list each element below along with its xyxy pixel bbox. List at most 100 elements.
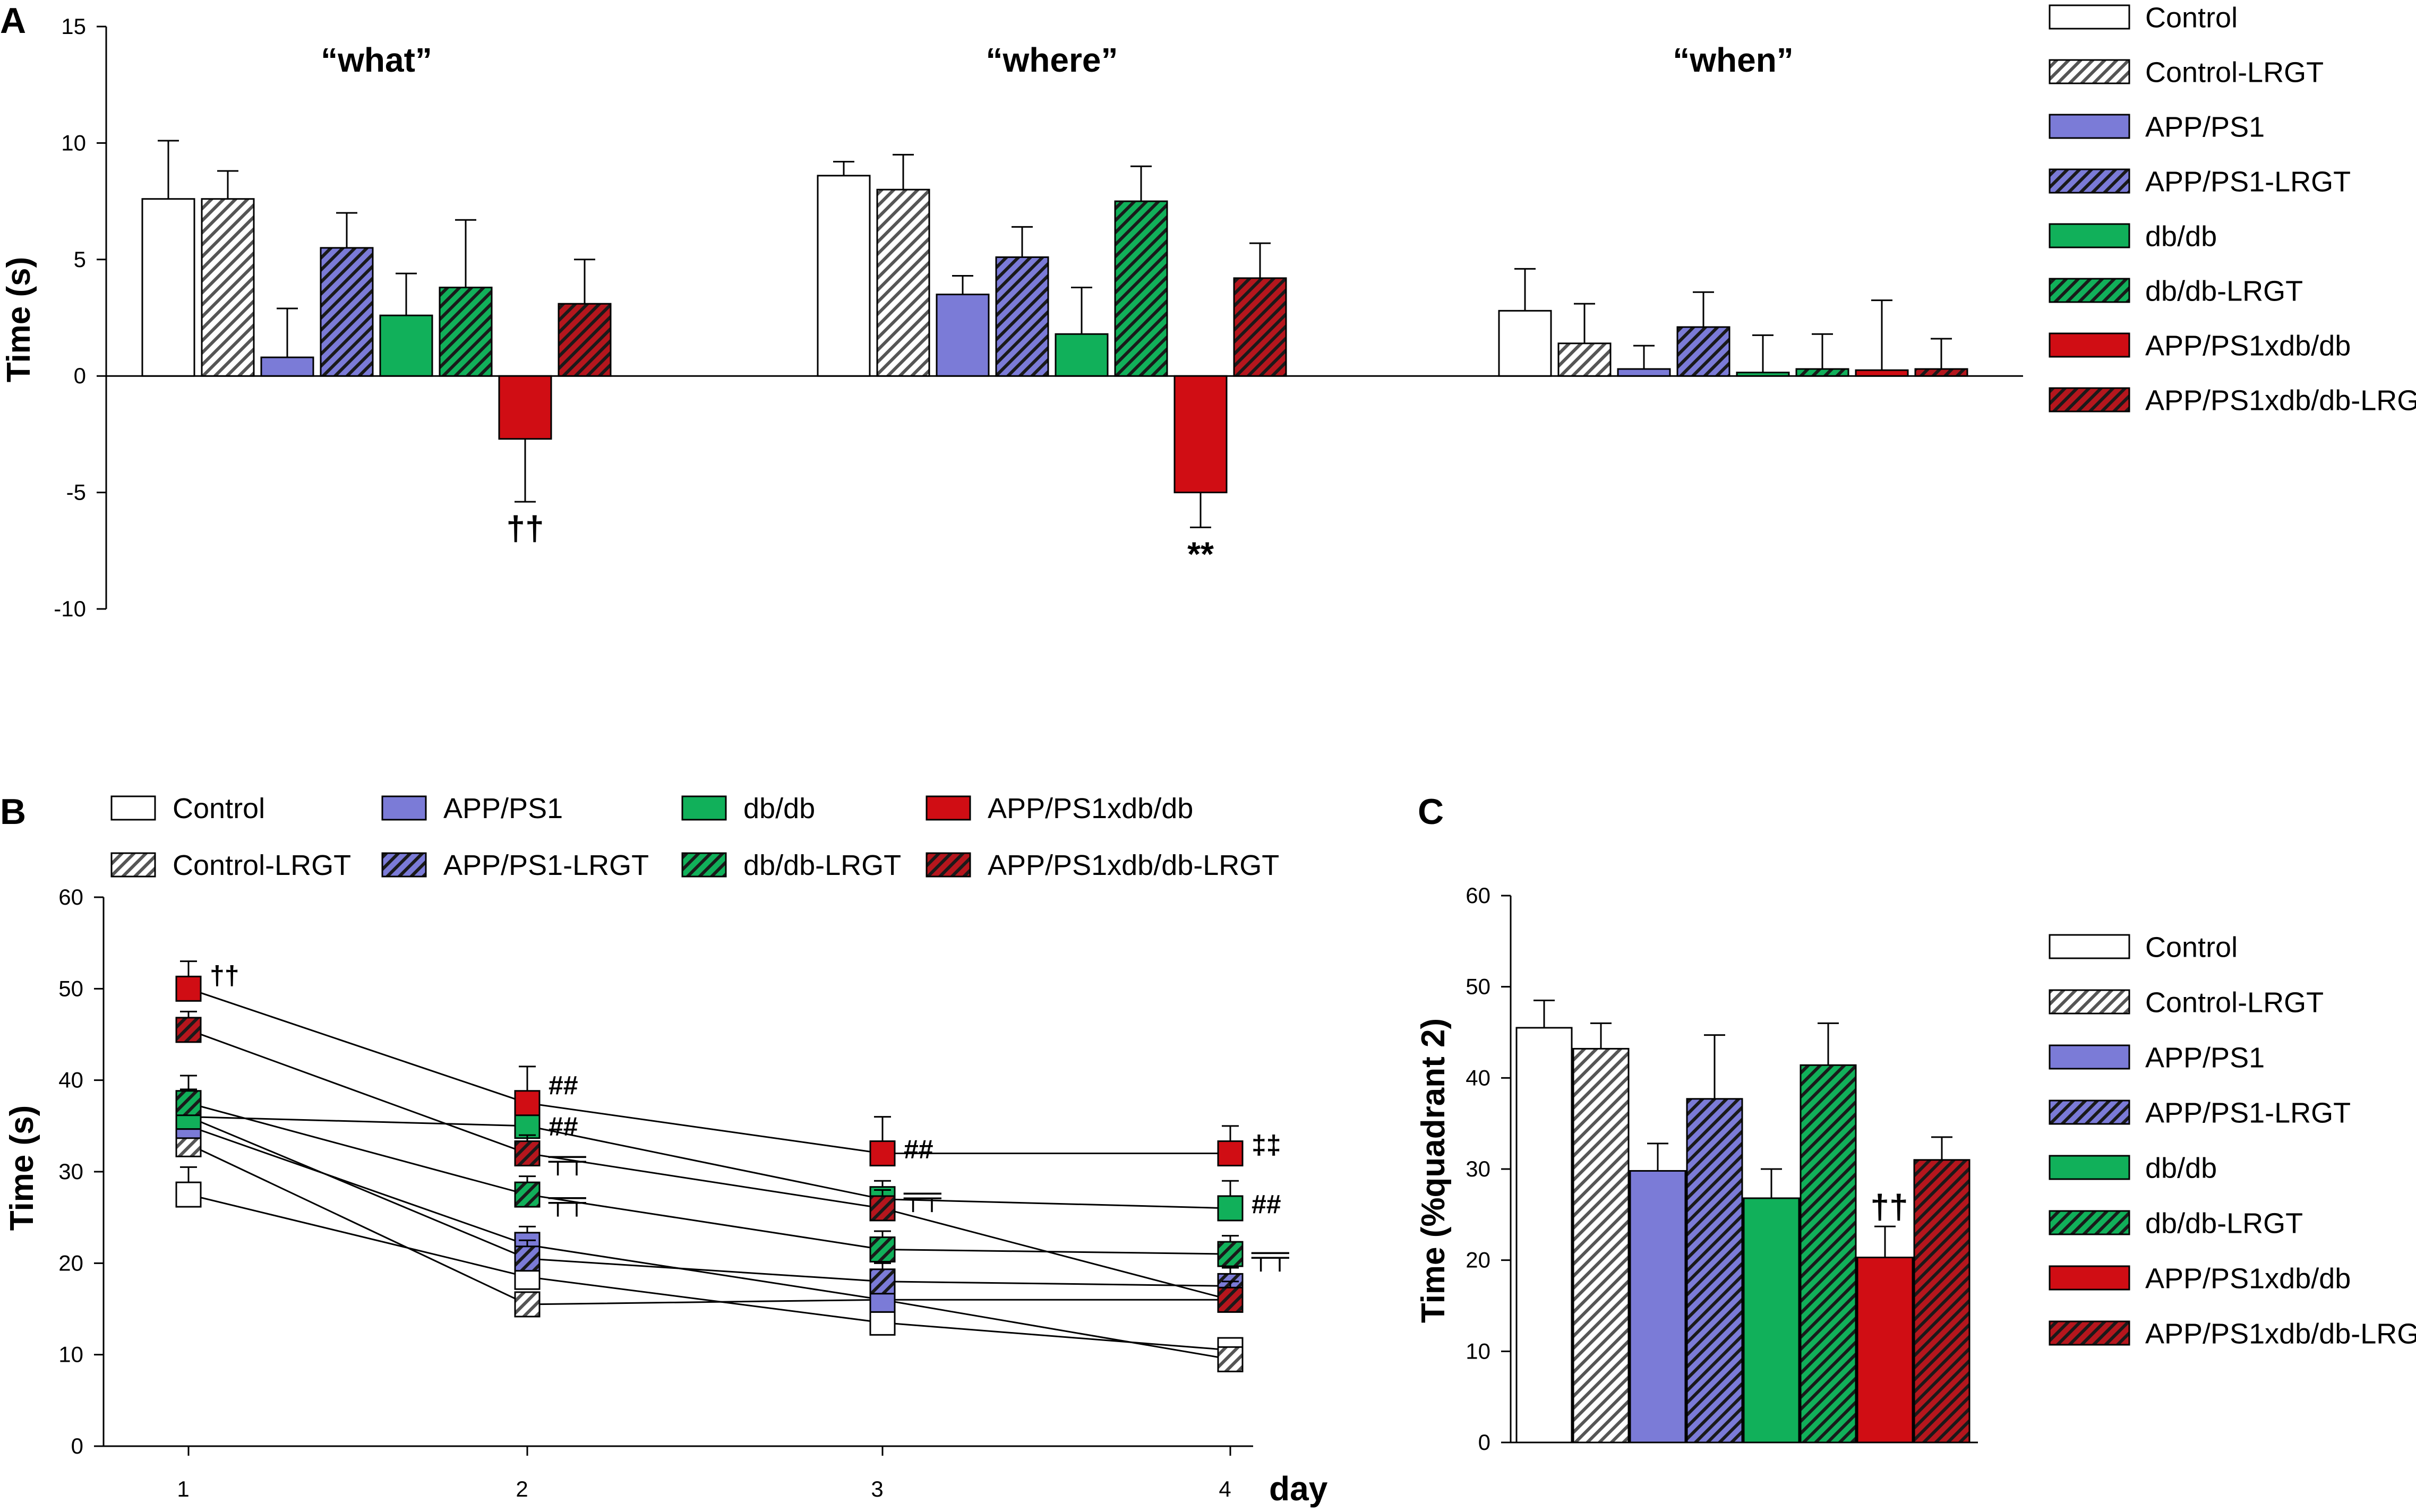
panel-a-y-tick-label: -10 <box>54 596 86 621</box>
panel-a-legend-label-app-ps1-lrgt: APP/PS1-LRGT <box>2145 166 2351 197</box>
panel-b-significance-mark: ╤╤ <box>903 1180 941 1213</box>
panel-a-annotations: †† ** <box>506 509 1214 573</box>
panel-a-bar-db-db <box>1055 333 1109 377</box>
panel-c-bar-app-ps1-lrgt <box>1686 1098 1743 1444</box>
panel-c-y-tick-label: 60 <box>1466 883 1490 908</box>
panel-b-marker-db-db <box>1217 1195 1244 1222</box>
panel-b-y-tick-label: 30 <box>58 1159 83 1184</box>
panel-a-bar-app-ps1 <box>260 356 314 377</box>
panel-c-legend-label-db-db-lrgt: db/db-LRGT <box>2145 1207 2303 1239</box>
panel-b-significance-mark: ╤╤ <box>548 1144 586 1176</box>
panel-b-marker-db-db-lrgt <box>514 1181 541 1208</box>
panel-b-marker-control-lrgt <box>514 1291 541 1318</box>
panel-a: A Time (s) 15 10 5 0 -5 -10 “what” “where” “whe… <box>0 1 2416 621</box>
panel-b-legend-label-app-ps1xdb-db: APP/PS1xdb/db <box>988 793 1193 824</box>
panel-b-marker-app-ps1xdb-db-lrgt <box>869 1195 896 1222</box>
panel-c-legend-swatch-control-lrgt <box>2049 989 2130 1015</box>
panel-b-marker-app-ps1-lrgt <box>514 1245 541 1272</box>
panel-a-bar-app-ps1 <box>1617 368 1671 377</box>
panel-a-legend-swatch-db-db <box>2049 223 2130 248</box>
panel-b-significance-mark: ╤╤ <box>548 1185 586 1217</box>
panel-b-line-app-ps1xdb-db <box>188 987 1230 1155</box>
panel-a-legend-swatch-app-ps1-lrgt <box>2049 168 2130 194</box>
panel-a-bar-db-db-lrgt <box>1114 200 1168 377</box>
panel-b-legend: Control APP/PS1 db/db APP/PS1xdb/db Control-… <box>110 793 1279 881</box>
panel-a-bar-control <box>817 175 871 377</box>
panel-c-legend-swatch-control <box>2049 934 2130 959</box>
panel-b-marker-app-ps1xdb-db <box>869 1140 896 1167</box>
panel-a-bar-app-ps1xdb-db-lrgt <box>558 303 612 377</box>
panel-a-bar-control <box>1498 310 1552 377</box>
panel-b-y-tick-label: 20 <box>58 1250 83 1275</box>
panel-b-axes: 0 10 20 30 40 50 60 1 2 3 4 <box>58 884 1253 1501</box>
panel-b-legend-swatch-db-db <box>681 795 727 821</box>
panel-b-legend-label-control-lrgt: Control-LRGT <box>173 849 351 881</box>
panel-a-bar-db-db-lrgt <box>439 286 493 377</box>
panel-b-legend-swatch-app-ps1-lrgt <box>381 852 427 878</box>
panel-c-y-tick-label: 20 <box>1466 1248 1490 1273</box>
panel-a-bar-control <box>141 198 195 377</box>
panel-b-x-tick-label: 1 <box>177 1476 189 1501</box>
panel-b-y-tick-label: 50 <box>58 976 83 1001</box>
panel-b-legend-label-app-ps1-lrgt: APP/PS1-LRGT <box>443 849 649 881</box>
panel-b-significance-mark: ╤╤ <box>1251 1240 1289 1272</box>
panel-c-legend-label-db-db: db/db <box>2145 1152 2217 1184</box>
panel-c-ylabel: Time (%quadrant 2) <box>1415 1018 1452 1323</box>
panel-a-legend-swatch-control <box>2049 4 2130 30</box>
panel-c-bar-app-ps1xdb-db-lrgt <box>1913 1159 1971 1444</box>
panel-b-markers <box>175 960 1244 1372</box>
panel-a-bar-db-db-lrgt <box>1795 368 1849 377</box>
panel-b-marker-app-ps1-lrgt <box>869 1268 896 1295</box>
panel-c-y-tick-label: 50 <box>1466 974 1490 999</box>
panel-a-bar-control-lrgt <box>876 188 930 377</box>
panel-a-bar-db-db <box>1736 372 1790 377</box>
panel-a-significance-mark: ** <box>1187 535 1214 573</box>
panel-a-legend: Control Control-LRGT APP/PS1 APP/PS1-LRGT db… <box>2049 2 2416 416</box>
panel-b-x-tick-label: 4 <box>1219 1476 1231 1501</box>
panel-a-bar-app-ps1-lrgt <box>320 247 374 377</box>
panel-b-legend-swatch-app-ps1xdb-db <box>926 795 971 821</box>
panel-a-category-label: “when” <box>1673 41 1794 79</box>
panel-c-y-tick-label: 10 <box>1466 1338 1490 1363</box>
panel-b-significance-mark: †† <box>210 960 239 990</box>
panel-a-bar-app-ps1-lrgt <box>1676 326 1730 377</box>
panel-c-legend: Control Control-LRGT APP/PS1 APP/PS1-LRGT db… <box>2049 931 2416 1350</box>
panel-c-y-tick-label: 30 <box>1466 1156 1490 1181</box>
panel-b-legend-label-app-ps1xdb-db-lrgt: APP/PS1xdb/db-LRGT <box>988 849 1279 881</box>
panel-a-legend-label-db-db: db/db <box>2145 220 2217 252</box>
panel-a-bar-app-ps1xdb-db <box>1855 369 1909 377</box>
panel-b-marker-db-db <box>514 1113 541 1139</box>
panel-b: B Time (s) day 0 10 20 30 40 50 60 1 2 3 4 Control… <box>0 792 1328 1508</box>
panel-b-significance-mark: ‡‡ <box>1252 1130 1281 1159</box>
panel-a-bar-control-lrgt <box>201 198 255 377</box>
panel-b-significance-mark: ## <box>549 1112 578 1141</box>
panel-a-significance-mark: †† <box>506 509 544 547</box>
panel-c-label: C <box>1418 792 1444 832</box>
panel-b-legend-label-db-db: db/db <box>743 793 815 824</box>
panel-b-lines <box>188 987 1231 1360</box>
panel-c-bar-control-lrgt <box>1572 1047 1630 1444</box>
panel-a-category-label: “where” <box>986 41 1118 79</box>
panel-b-line-db-db <box>188 1116 1231 1209</box>
panel-b-y-tick-label: 60 <box>58 884 83 909</box>
panel-b-ylabel: Time (s) <box>4 1105 40 1231</box>
panel-c-significance-mark: †† <box>1870 1188 1908 1226</box>
panel-c-legend-swatch-db-db-lrgt <box>2049 1210 2130 1235</box>
panel-b-y-tick-label: 10 <box>58 1342 83 1367</box>
panel-a-bar-app-ps1xdb-db <box>1173 375 1228 494</box>
panel-a-legend-swatch-app-ps1 <box>2049 114 2130 139</box>
panel-c-bars <box>1515 999 1971 1444</box>
panel-b-line-app-ps1 <box>188 1125 1230 1301</box>
panel-b-marker-control-lrgt <box>1217 1346 1244 1372</box>
panel-b-y-tick-label: 0 <box>71 1433 83 1458</box>
panel-a-legend-label-control: Control <box>2145 2 2238 33</box>
panel-b-legend-label-db-db-lrgt: db/db-LRGT <box>743 849 901 881</box>
panel-b-legend-swatch-app-ps1 <box>381 795 427 821</box>
panel-a-legend-swatch-control-lrgt <box>2049 59 2130 84</box>
panel-a-legend-label-db-db-lrgt: db/db-LRGT <box>2145 275 2303 307</box>
panel-b-label: B <box>0 792 26 832</box>
panel-b-xlabel: day <box>1269 1470 1328 1508</box>
panel-b-marker-app-ps1xdb-db-lrgt <box>1217 1286 1244 1313</box>
panel-a-label: A <box>0 1 26 41</box>
panel-a-y-tick-label: 0 <box>74 363 86 388</box>
